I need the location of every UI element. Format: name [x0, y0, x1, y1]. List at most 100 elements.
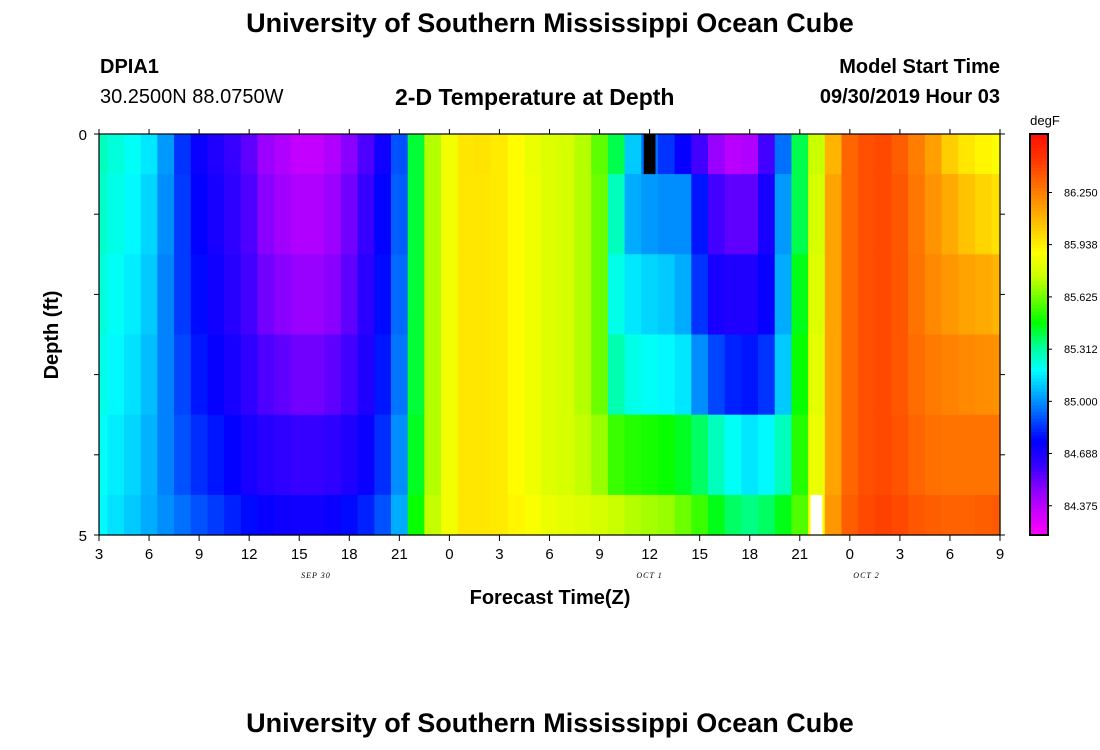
colorbar-swatch — [1030, 157, 1048, 162]
colorbar-swatch — [1030, 367, 1048, 372]
colorbar-swatch — [1030, 464, 1048, 469]
heatmap-cell — [574, 134, 592, 175]
colorbar-swatch — [1030, 438, 1048, 443]
colorbar-swatch — [1030, 377, 1048, 382]
x-tick-label: 6 — [145, 546, 153, 563]
colorbar-swatch — [1030, 254, 1048, 259]
heatmap-cell — [224, 134, 242, 175]
heatmap-cell — [941, 134, 959, 175]
heatmap-cell — [174, 134, 192, 175]
heatmap-cell — [99, 174, 108, 255]
heatmap-cell — [674, 494, 692, 536]
x-tick-label: 0 — [445, 546, 453, 563]
colorbar-swatch — [1030, 200, 1048, 205]
colorbar-swatch — [1030, 474, 1048, 479]
heatmap-cell — [591, 414, 609, 496]
heatmap-cell — [924, 334, 943, 416]
x-tick-label: 6 — [946, 546, 954, 563]
heatmap-cell — [240, 134, 259, 175]
colorbar-swatch — [1030, 491, 1048, 496]
colorbar-swatch — [1030, 150, 1048, 155]
heatmap-cell — [307, 494, 325, 536]
heatmap-cell — [541, 174, 559, 255]
heatmap-cell — [541, 494, 559, 536]
heatmap-cell — [758, 334, 776, 416]
heatmap-cell — [858, 134, 876, 175]
colorbar-swatch — [1030, 281, 1048, 285]
heatmap-cell — [190, 174, 209, 255]
heatmap-cell — [941, 254, 959, 336]
colorbar-swatch — [1030, 134, 1048, 138]
heatmap-cell — [974, 334, 993, 416]
colorbar-swatch — [1030, 174, 1048, 179]
heatmap-cell — [708, 334, 726, 416]
colorbar-swatch — [1030, 337, 1048, 342]
heatmap-cell — [340, 174, 359, 255]
heatmap-cell — [240, 254, 259, 336]
footer-title: University of Southern Mississippi Ocean… — [246, 708, 854, 738]
heatmap-cell — [858, 174, 876, 255]
colorbar-swatch — [1030, 301, 1048, 306]
y-tick-label: 5 — [79, 528, 87, 545]
heatmap-cell — [574, 174, 592, 255]
heatmap-cell — [624, 334, 642, 416]
heatmap-cell — [641, 334, 659, 416]
colorbar-swatch — [1030, 504, 1048, 509]
heatmap-cell — [240, 494, 259, 536]
heatmap-cell — [207, 494, 225, 536]
heatmap-cell — [390, 494, 409, 536]
heatmap-cell — [541, 334, 559, 416]
heatmap-cell — [307, 414, 325, 496]
heatmap-cell — [874, 254, 893, 336]
heatmap-cell — [991, 174, 1001, 255]
heatmap-cell — [708, 174, 726, 255]
colorbar-swatch — [1030, 187, 1048, 192]
heatmap-cell — [974, 254, 993, 336]
heatmap-cell — [557, 414, 576, 496]
heatmap-cell — [407, 254, 425, 336]
heatmap-cell — [841, 254, 859, 336]
heatmap-cell — [657, 414, 676, 496]
heatmap-cell — [991, 254, 1001, 336]
station-coords: 30.2500N 88.0750W — [100, 86, 284, 108]
heatmap-cell — [891, 334, 909, 416]
colorbar-swatch — [1030, 351, 1048, 356]
colorbar-swatch — [1030, 428, 1048, 433]
heatmap-cell — [441, 174, 459, 255]
colorbar-swatch — [1030, 167, 1048, 172]
heatmap-cell — [107, 414, 125, 496]
heatmap-cell — [791, 334, 809, 416]
heatmap-cell — [674, 254, 692, 336]
heatmap-cell — [824, 494, 843, 536]
colorbar-tick-label: 85.938 — [1064, 240, 1098, 252]
colorbar-swatch — [1030, 347, 1048, 352]
heatmap-cell — [891, 134, 909, 175]
heatmap-cells — [99, 134, 1001, 536]
heatmap-cell — [724, 134, 742, 175]
colorbar-swatch — [1030, 244, 1048, 249]
colorbar-swatch — [1030, 277, 1048, 282]
heatmap-cell — [324, 334, 342, 416]
heatmap-cell — [457, 254, 476, 336]
colorbar-swatch — [1030, 294, 1048, 299]
heatmap-cell — [524, 134, 542, 175]
colorbar-swatch — [1030, 307, 1048, 312]
colorbar: 86.250 85.938 85.625 85.312 85.000 84.688 84.3… — [1029, 133, 1098, 536]
heatmap-cell — [624, 134, 642, 175]
colorbar-swatch — [1030, 237, 1048, 242]
heatmap-cell — [474, 494, 492, 536]
colorbar-swatch — [1030, 434, 1048, 439]
heatmap-cell — [908, 174, 926, 255]
heatmap-cell — [774, 174, 793, 255]
heatmap-cell — [307, 334, 325, 416]
heatmap-cell — [457, 174, 476, 255]
heatmap-cell — [207, 334, 225, 416]
heatmap-cell — [741, 134, 759, 175]
heatmap-cell — [641, 174, 659, 255]
colorbar-swatch — [1030, 441, 1048, 446]
colorbar-swatch — [1030, 408, 1048, 412]
heatmap-cell — [607, 134, 626, 175]
colorbar-swatch — [1030, 207, 1048, 212]
heatmap-cell — [924, 254, 943, 336]
